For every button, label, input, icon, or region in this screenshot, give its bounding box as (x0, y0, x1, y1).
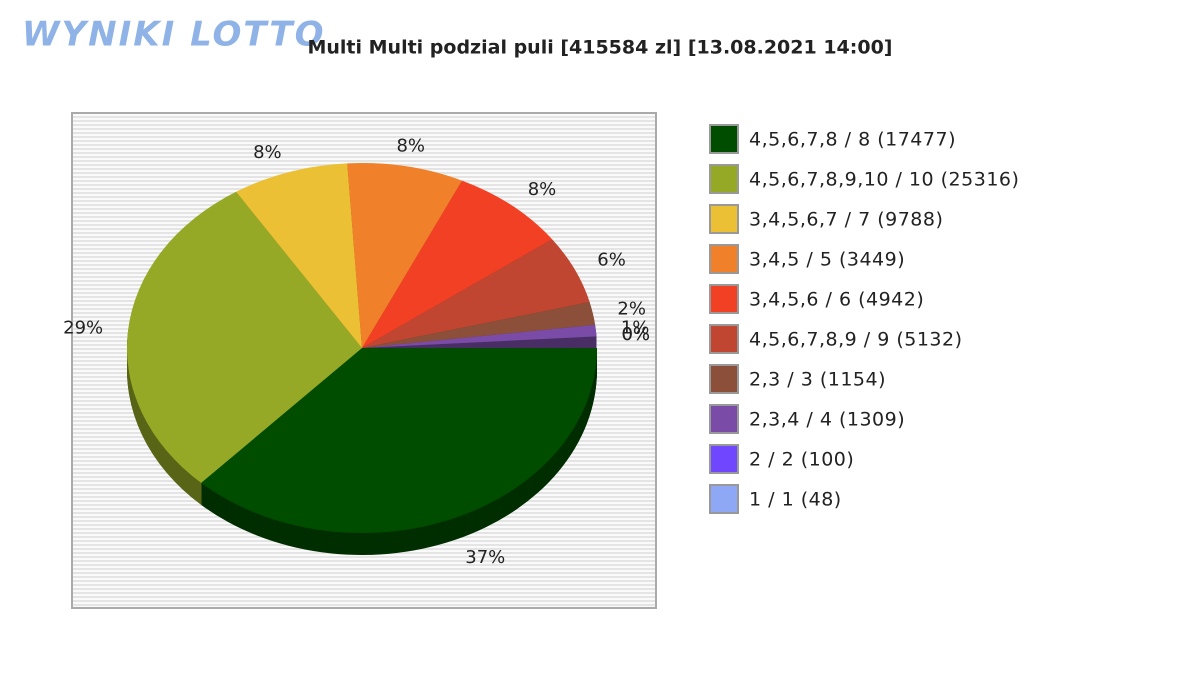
legend-swatch (709, 244, 739, 274)
legend-swatch (709, 404, 739, 434)
logo: WYNIKI LOTTO (22, 15, 326, 55)
data-label: 8% (528, 179, 557, 200)
data-label: 0% (621, 324, 650, 345)
pie: 37%29%8% 8%8%6%2%1%0%0% (63, 136, 650, 569)
legend-label: 2,3,4 / 4 (1309) (749, 409, 905, 431)
legend-swatch (709, 364, 739, 394)
legend-label: 3,4,5,6,7 / 7 (9788) (749, 209, 943, 231)
legend-swatch (709, 324, 739, 354)
legend-swatch (709, 444, 739, 474)
legend-swatch (709, 484, 739, 514)
slice (126, 191, 362, 483)
legend-label: 2 / 2 (100) (749, 449, 854, 471)
chart-title: Multi Multi podzial puli [415584 zl] [13… (307, 37, 892, 59)
legend-label: 2,3 / 3 (1154) (749, 369, 886, 391)
data-label: 8% (253, 142, 282, 163)
data-label: 8% (396, 136, 425, 157)
slice (362, 324, 597, 348)
legend-label: 1 / 1 (48) (749, 489, 842, 511)
legend-label: 3,4,5,6 / 6 (4942) (749, 289, 924, 311)
legend-label: 4,5,6,7,8,9,10 / 10 (25316) (749, 169, 1019, 191)
legend-swatch (709, 284, 739, 314)
data-label: 0% (621, 324, 650, 345)
legend: 4,5,6,7,8 / 8 (17477) 4,5,6,7,8,9,10 / 10… (709, 124, 1019, 514)
data-label: 29% (63, 318, 103, 339)
data-label: 37% (465, 547, 505, 568)
legend-label: 4,5,6,7,8 / 8 (17477) (749, 129, 956, 151)
legend-label: 3,4,5 / 5 (3449) (749, 249, 905, 271)
slice (201, 348, 598, 533)
data-label: 6% (597, 250, 626, 271)
slice (362, 180, 553, 348)
legend-label: 4,5,6,7,8,9 / 9 (5132) (749, 329, 963, 351)
slice (362, 301, 596, 348)
data-label: 2% (617, 299, 646, 320)
legend-swatch (709, 164, 739, 194)
legend-swatch (709, 204, 739, 234)
data-label: 1% (621, 318, 650, 339)
slice (362, 239, 590, 348)
slice (347, 163, 463, 348)
legend-swatch (709, 124, 739, 154)
slice (236, 163, 362, 348)
